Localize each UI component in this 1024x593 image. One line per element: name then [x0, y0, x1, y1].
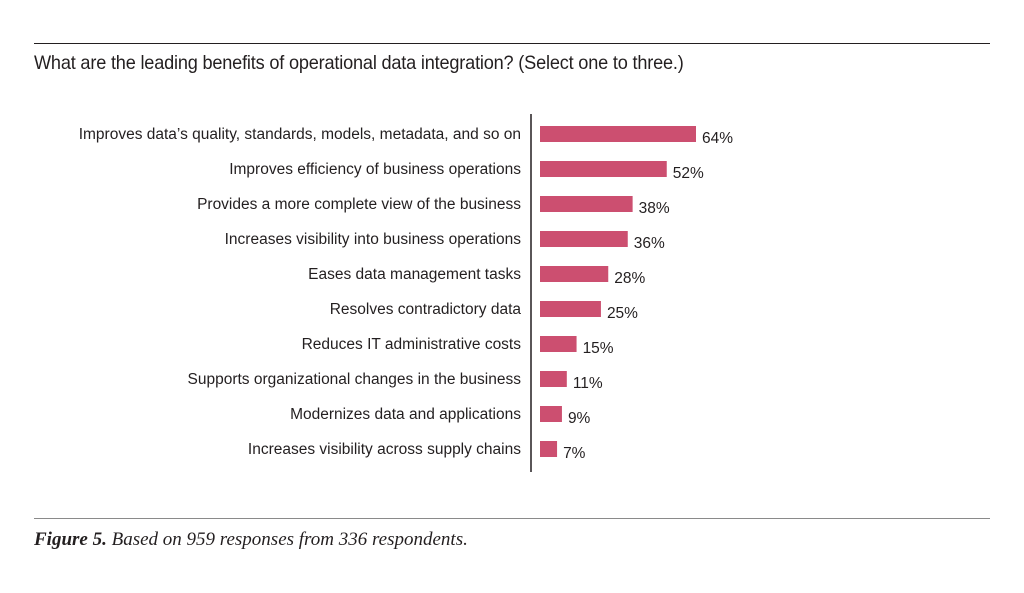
category-label: Resolves contradictory data	[330, 301, 522, 318]
top-rule	[34, 43, 990, 44]
category-label: Increases visibility across supply chain…	[248, 441, 521, 458]
bar-chart: Improves data’s quality, standards, mode…	[79, 114, 733, 472]
value-label: 28%	[614, 270, 645, 287]
bar	[540, 161, 667, 177]
bar	[540, 301, 601, 317]
category-label: Supports organizational changes in the b…	[188, 371, 522, 388]
figure-label: Figure 5.	[34, 529, 107, 550]
value-label: 36%	[634, 235, 665, 252]
figure-caption-text: Based on 959 responses from 336 responde…	[106, 529, 468, 550]
category-label: Improves efficiency of business operatio…	[229, 161, 521, 178]
bar	[540, 441, 558, 457]
category-label: Reduces IT administrative costs	[302, 336, 522, 353]
category-label: Eases data management tasks	[308, 266, 521, 283]
value-label: 7%	[563, 445, 586, 462]
category-label: Provides a more complete view of the bus…	[197, 196, 521, 213]
value-label: 11%	[573, 375, 603, 392]
bar	[540, 406, 562, 422]
value-label: 25%	[607, 305, 638, 322]
value-label: 64%	[702, 130, 733, 147]
bottom-rule	[34, 518, 990, 519]
category-label: Improves data’s quality, standards, mode…	[79, 126, 521, 143]
category-label: Increases visibility into business opera…	[225, 231, 522, 248]
bar	[540, 266, 609, 282]
figure-caption: Figure 5. Based on 959 responses from 33…	[34, 529, 468, 551]
value-label: 38%	[639, 200, 670, 217]
bar	[540, 371, 567, 387]
bar	[540, 336, 577, 352]
bar	[540, 196, 633, 212]
value-label: 9%	[568, 410, 591, 427]
value-label: 52%	[673, 165, 704, 182]
value-label: 15%	[583, 340, 614, 357]
bar	[540, 126, 696, 142]
chart-title: What are the leading benefits of operati…	[34, 52, 684, 74]
category-label: Modernizes data and applications	[290, 406, 521, 423]
bar	[540, 231, 628, 247]
